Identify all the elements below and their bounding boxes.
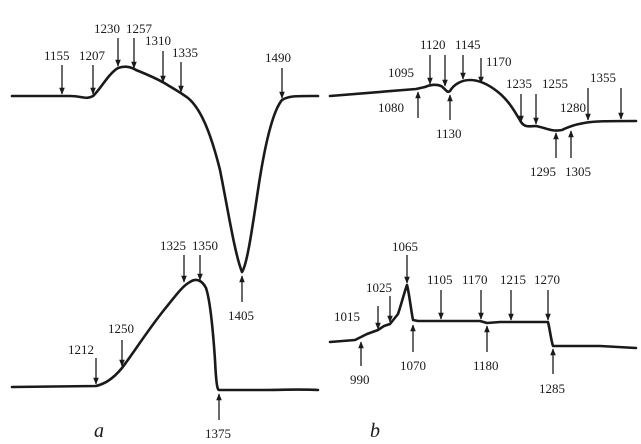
panel-label-b: b — [370, 420, 380, 442]
label-1250: 1250 — [108, 321, 134, 336]
label-1095: 1095 — [388, 65, 414, 80]
label-1170b: 1170 — [462, 272, 488, 287]
annotation-arrows — [59, 38, 624, 420]
curve-b-lower — [328, 283, 638, 350]
curve-a-lower — [10, 278, 320, 392]
label-1295: 1295 — [530, 164, 556, 179]
label-1235: 1235 — [506, 76, 532, 91]
label-1257: 1257 — [126, 21, 153, 36]
label-1325: 1325 — [160, 238, 186, 253]
label-1025: 1025 — [366, 280, 392, 295]
label-1145: 1145 — [455, 37, 481, 52]
curve-b-upper — [328, 78, 638, 132]
panel-label-a: a — [94, 420, 104, 442]
label-990: 990 — [350, 372, 370, 387]
label-1270: 1270 — [534, 272, 560, 287]
label-1230: 1230 — [94, 21, 120, 36]
curve-a-upper — [10, 65, 320, 274]
label-1070: 1070 — [400, 358, 426, 373]
annotation-labels: 1155 1207 1230 1257 1310 1335 1405 1490 … — [44, 21, 616, 441]
label-1280: 1280 — [560, 100, 586, 115]
label-1155: 1155 — [44, 48, 70, 63]
label-1105: 1105 — [427, 272, 453, 287]
label-1375: 1375 — [205, 426, 231, 441]
label-1180: 1180 — [473, 358, 499, 373]
label-1310: 1310 — [145, 33, 171, 48]
label-1120: 1120 — [420, 37, 446, 52]
label-1355: 1355 — [590, 70, 616, 85]
label-1305: 1305 — [565, 164, 591, 179]
label-1015: 1015 — [334, 309, 360, 324]
label-1215: 1215 — [500, 272, 526, 287]
label-1335: 1335 — [172, 45, 198, 60]
label-1255: 1255 — [542, 76, 568, 91]
label-1350: 1350 — [192, 238, 218, 253]
label-1405: 1405 — [228, 308, 254, 323]
label-1490: 1490 — [265, 50, 291, 65]
label-1207: 1207 — [79, 48, 106, 63]
label-1170: 1170 — [486, 54, 512, 69]
label-1212: 1212 — [68, 342, 94, 357]
label-1065: 1065 — [392, 239, 418, 254]
label-1080: 1080 — [378, 100, 404, 115]
label-1285: 1285 — [539, 381, 565, 396]
label-1130: 1130 — [436, 126, 462, 141]
